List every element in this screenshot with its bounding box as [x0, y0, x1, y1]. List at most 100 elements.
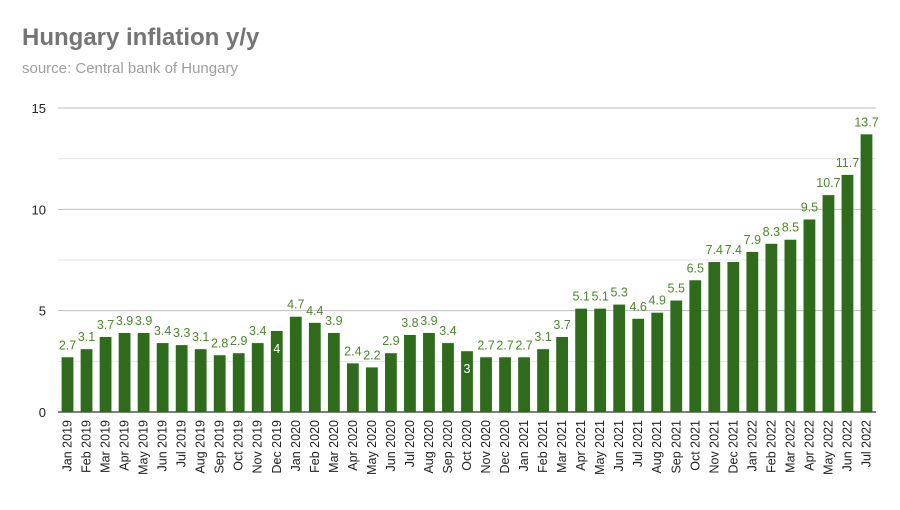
bar — [461, 351, 473, 412]
data-label: 5.1 — [572, 290, 589, 304]
bar — [213, 355, 226, 412]
bar — [289, 316, 302, 412]
bar — [822, 195, 835, 412]
bar — [518, 357, 530, 412]
bar — [727, 262, 740, 412]
x-tick-label: Sep 2020 — [441, 420, 455, 474]
bar — [632, 318, 645, 412]
bar — [841, 174, 854, 412]
bar — [480, 357, 492, 412]
bar — [689, 280, 702, 412]
bar — [99, 337, 112, 412]
bar — [251, 343, 264, 412]
bar — [423, 332, 435, 412]
x-axis-labels: Jan 2019 Feb 2019 Mar 2019 Apr 2019 May 2019… — [61, 420, 874, 475]
data-label: 4.7 — [287, 298, 304, 312]
data-label: 3.3 — [173, 326, 190, 340]
x-tick-label: Nov 2021 — [707, 420, 721, 474]
bar — [80, 349, 93, 412]
x-tick-label: Apr 2020 — [346, 420, 360, 471]
x-tick-label: Feb 2021 — [536, 420, 550, 473]
bar — [118, 332, 131, 412]
bar — [746, 251, 759, 412]
bar — [61, 357, 74, 412]
bar — [137, 332, 150, 412]
data-label: 7.9 — [744, 233, 761, 247]
bar — [670, 300, 683, 412]
x-tick-label: May 2022 — [821, 420, 835, 475]
x-tick-label: Jul 2020 — [403, 420, 417, 467]
data-label: 9.5 — [801, 200, 818, 214]
data-label: 2.8 — [211, 336, 228, 350]
bar — [537, 349, 549, 412]
x-tick-label: Oct 2020 — [460, 420, 474, 471]
x-tick-label: Apr 2022 — [802, 420, 816, 471]
bar — [860, 134, 873, 412]
x-tick-label: Apr 2019 — [118, 420, 132, 471]
chart-title: Hungary inflation y/y — [22, 24, 260, 51]
data-label: 7.4 — [725, 243, 742, 257]
bar — [232, 353, 245, 412]
data-label: 13.7 — [854, 115, 878, 129]
y-tick-label: 0 — [39, 405, 46, 420]
data-label: 2.7 — [477, 338, 494, 352]
data-label: 3.4 — [154, 324, 171, 338]
x-tick-label: Feb 2019 — [80, 420, 94, 473]
data-label: 11.7 — [836, 156, 859, 170]
data-label: 2.7 — [496, 338, 513, 352]
data-label: 3.4 — [249, 324, 266, 338]
x-tick-label: Jul 2019 — [175, 420, 189, 467]
x-tick-label: Jun 2022 — [840, 420, 854, 471]
data-label: 6.5 — [687, 261, 704, 275]
data-label: 3.1 — [192, 330, 209, 344]
bar — [708, 262, 721, 412]
bar — [765, 243, 778, 412]
data-label: 3.9 — [135, 314, 152, 328]
bar — [308, 322, 321, 412]
x-tick-label: Jan 2020 — [289, 420, 303, 471]
data-label: 2.9 — [230, 334, 247, 348]
data-label: 3.9 — [116, 314, 133, 328]
data-label: 3.1 — [78, 330, 95, 344]
x-tick-label: Aug 2019 — [194, 420, 208, 474]
x-tick-label: Dec 2019 — [270, 420, 284, 474]
data-label: 4.4 — [306, 304, 323, 318]
data-label: 4.6 — [630, 300, 647, 314]
x-tick-label: Aug 2020 — [422, 420, 436, 474]
x-tick-label: Jan 2021 — [517, 420, 531, 471]
x-tick-label: Sep 2019 — [213, 420, 227, 474]
data-label: 3.8 — [401, 316, 418, 330]
x-tick-label: Sep 2021 — [669, 420, 683, 474]
x-tick-label: Nov 2020 — [479, 420, 493, 474]
x-tick-label: Feb 2020 — [308, 420, 322, 473]
bar — [784, 239, 797, 412]
x-tick-label: Jan 2022 — [745, 420, 759, 471]
data-labels: 2.73.13.7 3.9 3.93.4 3.3 3.1 2.8 2.93.444.7 4.4… — [59, 115, 879, 376]
x-tick-label: Nov 2019 — [251, 420, 265, 474]
x-tick-label: May 2021 — [593, 420, 607, 475]
data-label: 2.9 — [382, 334, 399, 348]
data-label: 4 — [273, 342, 280, 356]
bar — [175, 345, 188, 412]
x-tick-label: Aug 2021 — [650, 420, 664, 474]
data-label: 5.3 — [610, 286, 627, 300]
data-label: 2.7 — [515, 338, 532, 352]
data-label: 2.7 — [59, 338, 76, 352]
data-label: 3.7 — [97, 318, 114, 332]
bar — [442, 343, 454, 412]
data-label: 2.4 — [344, 344, 361, 358]
x-tick-label: Mar 2019 — [99, 420, 113, 473]
data-label: 2.2 — [363, 348, 380, 362]
x-tick-label: May 2020 — [365, 420, 379, 475]
x-tick-label: Jun 2020 — [384, 420, 398, 471]
x-tick-label: Jun 2019 — [156, 420, 170, 471]
data-label: 7.4 — [706, 243, 723, 257]
data-label: 3.7 — [553, 318, 570, 332]
bar — [194, 349, 207, 412]
x-tick-label: Mar 2022 — [783, 420, 797, 473]
y-tick-label: 10 — [32, 202, 46, 217]
x-tick-label: Dec 2021 — [726, 420, 740, 474]
bar — [651, 312, 664, 412]
x-tick-label: Jul 2021 — [631, 420, 645, 467]
data-label: 3.9 — [420, 314, 437, 328]
